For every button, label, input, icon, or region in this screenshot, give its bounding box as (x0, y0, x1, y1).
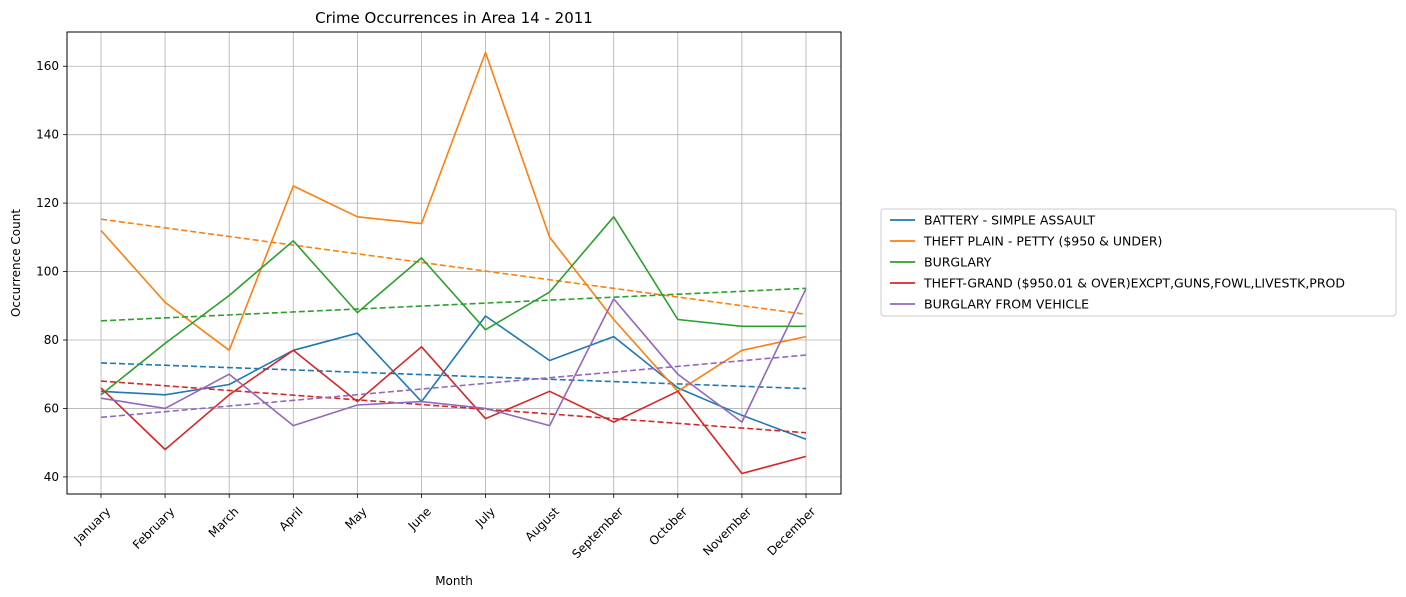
y-tick-label: 120 (36, 196, 59, 210)
y-tick-label: 80 (44, 333, 59, 347)
trend-line (100, 362, 807, 390)
trend-line (100, 287, 807, 322)
trend-line (100, 218, 807, 316)
x-tick-label: July (472, 504, 498, 530)
legend-label: THEFT PLAIN - PETTY ($950 & UNDER) (923, 234, 1162, 249)
x-tick-label: June (405, 504, 434, 533)
y-tick-label: 40 (44, 470, 59, 484)
x-tick-label: October (646, 504, 690, 548)
x-tick-label: November (700, 504, 754, 558)
legend-label: BURGLARY (924, 255, 992, 270)
trend-line (100, 354, 807, 419)
x-tick-label: August (522, 504, 562, 544)
x-tick-label: September (569, 504, 626, 561)
series-group (100, 51, 807, 393)
legend-label: BATTERY - SIMPLE ASSAULT (924, 213, 1095, 228)
legend-frame (880, 208, 1397, 317)
legend: BATTERY - SIMPLE ASSAULT THEFT PLAIN - PE… (880, 208, 1397, 317)
x-tick-label: March (206, 504, 242, 540)
series-line (100, 51, 807, 393)
x-tick-label: January (71, 504, 114, 547)
series-line (100, 345, 807, 475)
legend-label: BURGLARY FROM VEHICLE (924, 297, 1089, 312)
y-tick-label: 60 (44, 401, 59, 415)
series-group (100, 216, 807, 396)
series-line (100, 315, 807, 440)
series-line (100, 216, 806, 396)
legend-label: THEFT-GRAND ($950.01 & OVER)EXCPT,GUNS,F… (923, 276, 1345, 291)
chart-title: Crime Occurrences in Area 14 - 2011 (315, 9, 593, 27)
grid (67, 32, 841, 494)
x-tick-label: May (342, 504, 369, 531)
y-tick-label: 100 (36, 265, 59, 279)
y-axis-label: Occurrence Count (9, 209, 23, 317)
trend-line (100, 380, 807, 434)
series-line (100, 288, 807, 427)
plot-frame (66, 31, 842, 495)
x-tick-label: December (764, 504, 818, 558)
series-group (100, 288, 807, 427)
y-tick-label: 140 (36, 128, 59, 142)
series-layer (100, 51, 807, 475)
x-tick-label: February (130, 504, 178, 552)
x-axis-label: Month (435, 574, 473, 588)
x-tick-label: April (276, 504, 305, 533)
y-tick-label: 160 (36, 59, 59, 73)
series-group (100, 345, 807, 475)
